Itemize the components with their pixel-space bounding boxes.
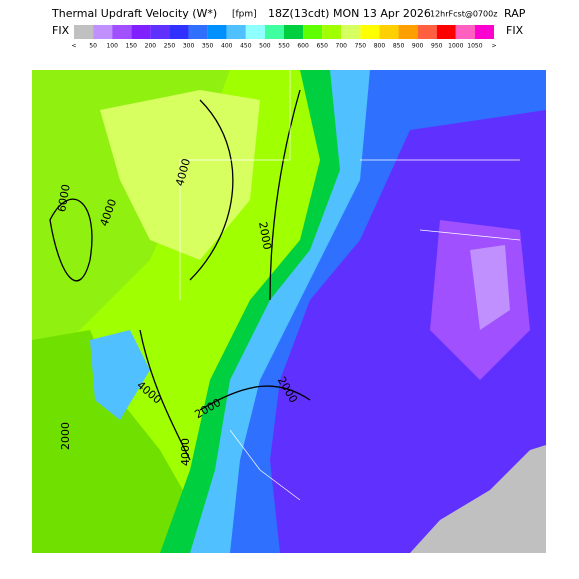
legend-label: 50 (89, 43, 97, 50)
legend-left: FIX (52, 24, 70, 37)
borders (179, 70, 521, 501)
header: Thermal Updraft Velocity (W*) [fpm] 18Z(… (51, 7, 526, 37)
contour-label: 2000 (59, 422, 72, 450)
model: RAP (504, 7, 526, 20)
legend-swatch (169, 25, 189, 39)
legend-swatch (303, 25, 323, 39)
legend-swatch (398, 25, 418, 39)
legend-swatch (93, 25, 113, 39)
legend-swatch (360, 25, 380, 39)
title: Thermal Updraft Velocity (W*) (51, 7, 217, 20)
valid-time: 18Z(13cdt) MON 13 Apr 2026 (268, 7, 431, 20)
legend-label: 1000 (448, 43, 463, 50)
legend-swatch (150, 25, 170, 39)
legend-label: 700 (336, 43, 348, 50)
units: [fpm] (232, 10, 257, 20)
contour-label: 6000 (55, 183, 73, 213)
legend-label: 900 (412, 43, 424, 50)
legend-swatch (264, 25, 284, 39)
color-legend: <50 100 150 200 250 300 350 400 450 500 550 600 650 7… (71, 25, 497, 50)
legend-swatch (322, 25, 342, 39)
legend-label: 400 (221, 43, 233, 50)
legend-swatch (474, 25, 494, 39)
legend-swatch (379, 25, 399, 39)
legend-swatch (207, 25, 227, 39)
legend-swatch (417, 25, 437, 39)
legend-swatch (112, 25, 132, 39)
field-region (270, 110, 546, 553)
water (410, 445, 546, 553)
map: 6000 4000 4000 2000 2000 4000 2000 4000 … (32, 70, 546, 553)
legend-swatch (188, 25, 208, 39)
contours (49, 89, 311, 461)
legend-label: 250 (164, 43, 176, 50)
legend-swatch (131, 25, 151, 39)
legend-label: 800 (374, 43, 386, 50)
legend-label: > (491, 43, 496, 50)
legend-label: 200 (145, 43, 157, 50)
legend-label: 450 (240, 43, 252, 50)
legend-label: 500 (259, 43, 271, 50)
legend-swatch (341, 25, 361, 39)
legend-label: < (71, 43, 76, 50)
legend-label: 850 (393, 43, 405, 50)
legend-label: 150 (126, 43, 138, 50)
legend-label: 750 (355, 43, 367, 50)
legend-label: 950 (431, 43, 443, 50)
legend-label: 1050 (467, 43, 482, 50)
legend-swatch (74, 25, 94, 39)
legend-swatch (284, 25, 304, 39)
legend-label: 300 (183, 43, 195, 50)
legend-swatch (455, 25, 475, 39)
field-region (32, 330, 200, 553)
contour-label: 4000 (179, 438, 192, 466)
forecast: 12hrFcst@0700z (430, 10, 497, 19)
field-region (90, 330, 150, 420)
legend-swatch (436, 25, 456, 39)
legend-label: 350 (202, 43, 214, 50)
legend-swatch (245, 25, 265, 39)
legend-label: 650 (316, 43, 328, 50)
legend-right: FIX (506, 24, 524, 37)
contour-label: 2000 (256, 221, 274, 251)
field-region (470, 245, 510, 330)
legend-swatch (226, 25, 246, 39)
legend-label: 600 (297, 43, 309, 50)
legend-label: 100 (106, 43, 118, 50)
legend-label: 550 (278, 43, 290, 50)
